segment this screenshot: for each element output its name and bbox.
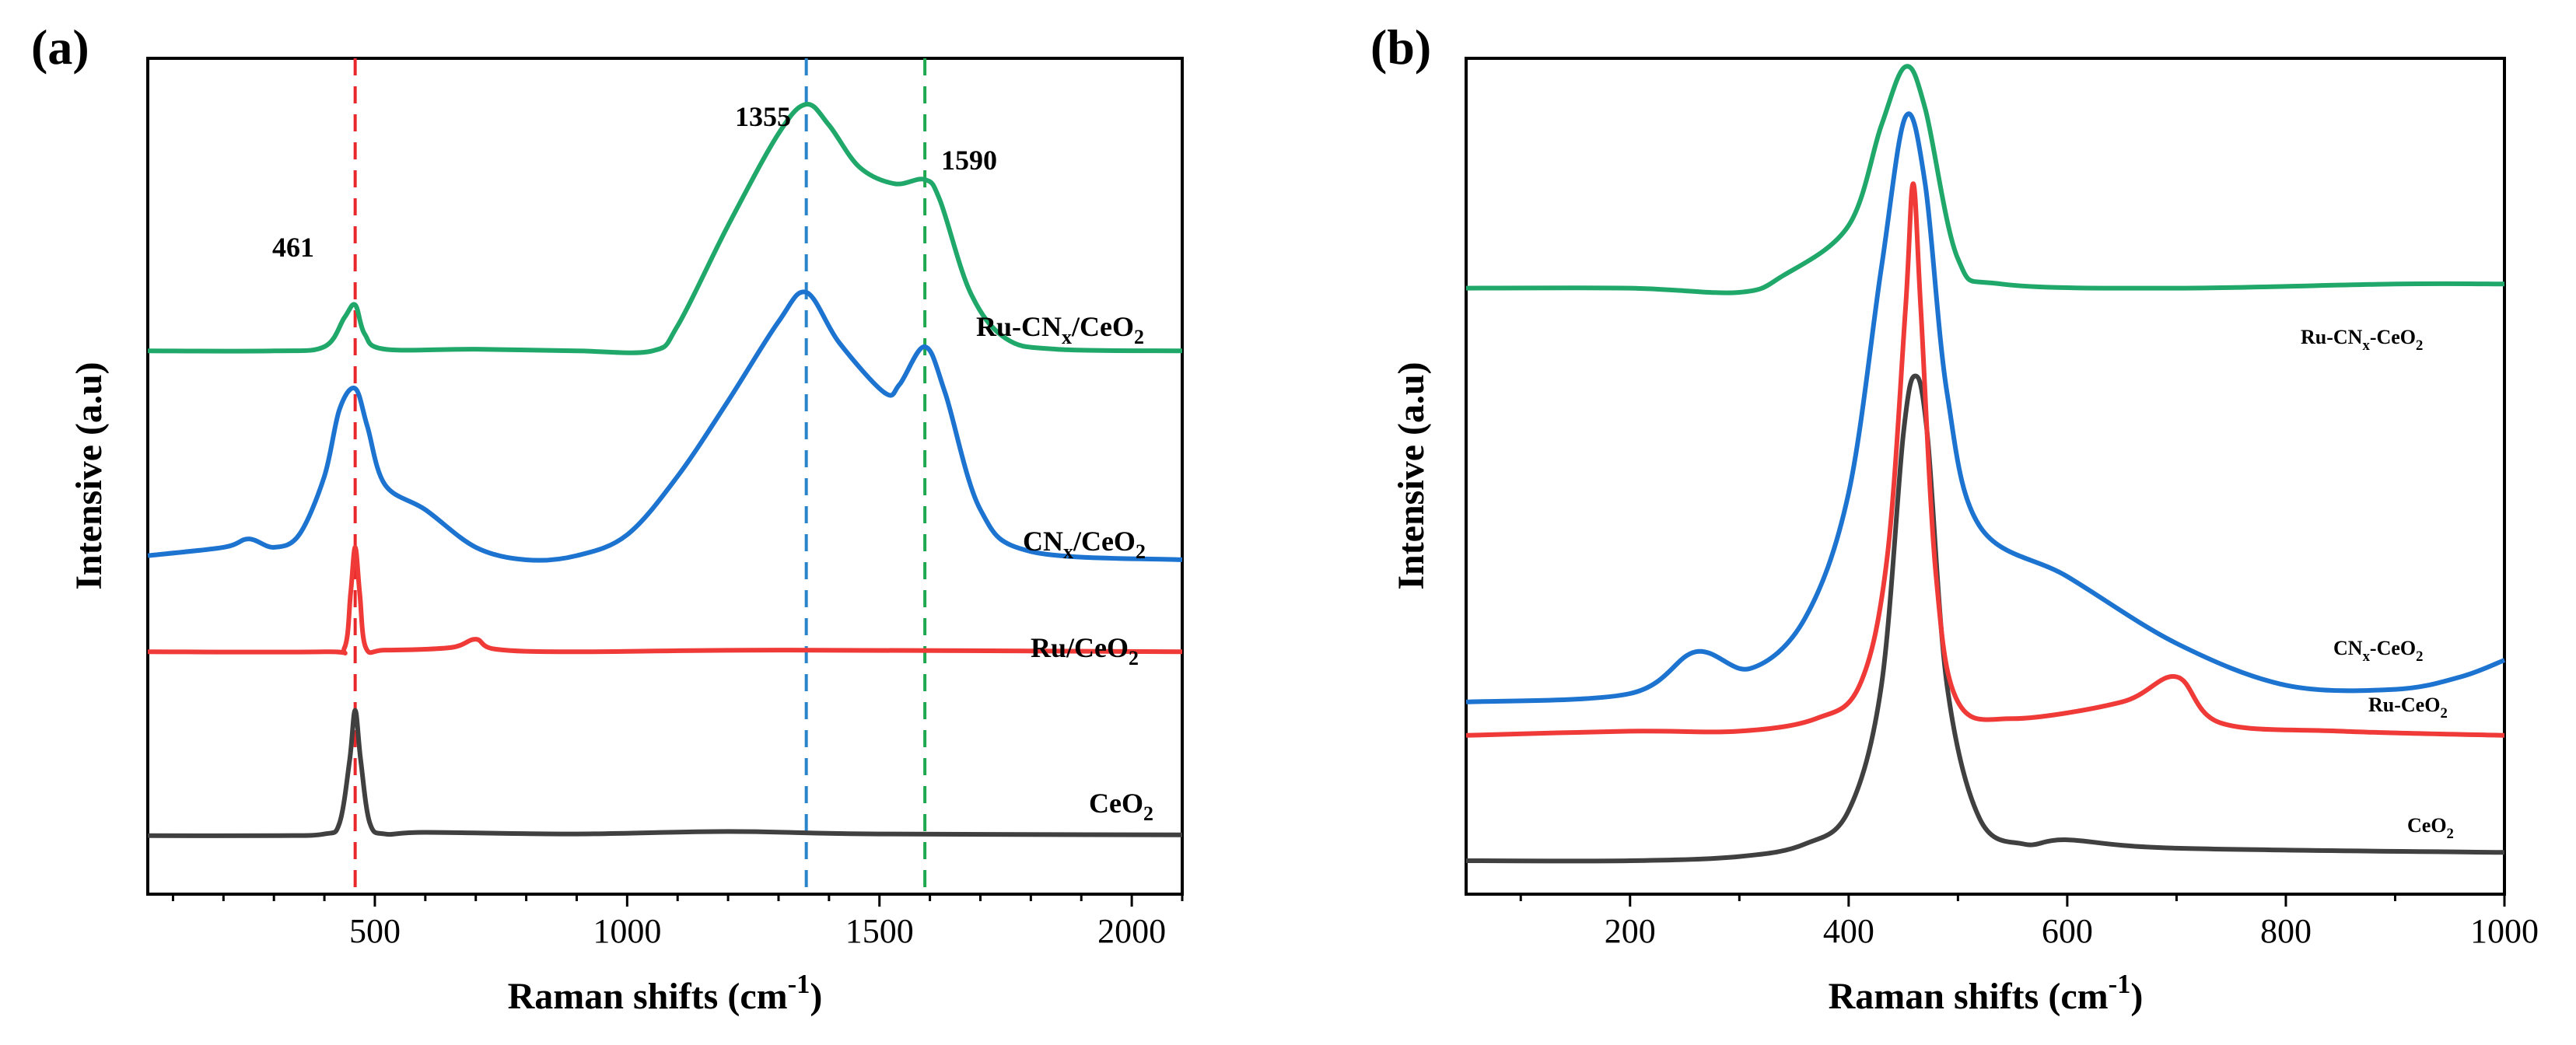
x-tick-label: 1000 — [2470, 912, 2539, 950]
panel-b-letter: (b) — [1370, 19, 1431, 75]
peak-label-461: 461 — [272, 232, 314, 263]
peak-label-1590: 1590 — [941, 145, 997, 176]
series-label-ceo2-b: CeO2 — [2407, 814, 2454, 842]
panel-a-series — [147, 102, 1183, 838]
panel-a-reference-lines — [353, 58, 927, 894]
series-line-a-ceo2 — [147, 708, 1183, 838]
series-line-b-ru-cnx-ceo2 — [1465, 64, 2505, 295]
x-tick-label: 200 — [1605, 912, 1656, 950]
x-tick-label: 500 — [349, 912, 401, 950]
panel-b-plot-frame — [1465, 57, 2506, 896]
x-tick-label: 600 — [2042, 912, 2093, 950]
panel-b-y-axis-title: Intensive (a.u) — [1391, 362, 1432, 589]
series-label-ru-ceo2-b: Ru-CeO2 — [2368, 694, 2448, 722]
panel-b-x-axis-title: Raman shifts (cm-1) — [1829, 970, 2144, 1017]
panel-a-letter: (a) — [31, 19, 89, 75]
series-label-ceo2: CeO2 — [1089, 788, 1153, 825]
x-tick-label: 1000 — [593, 912, 661, 950]
series-line-a-ru-ceo2 — [147, 544, 1183, 655]
panel-a-x-axis-title: Raman shifts (cm-1) — [508, 970, 823, 1017]
series-line-a-ru-cnx-ceo2 — [147, 102, 1183, 355]
panel-a-x-ticks: 500 1000 1500 2000 — [171, 894, 1184, 950]
series-label-ru-cnx-ceo2: Ru-CNx/CeO2 — [976, 311, 1144, 348]
series-label-ru-cnx-ceo2-b: Ru-CNx-CeO2 — [2301, 326, 2423, 354]
panel-b-series — [1465, 64, 2506, 864]
series-label-cnx-ceo2: CNx/CeO2 — [1023, 526, 1146, 563]
panel-b-x-ticks: 200 400 600 800 1000 — [1519, 894, 2539, 950]
series-line-a-cnx-ceo2 — [147, 289, 1183, 563]
series-line-b-ru-ceo2 — [1465, 181, 2505, 738]
panel-b: (b) 200 400 600 800 1000 Intensive (a.u) Ram… — [1370, 19, 2539, 1017]
x-tick-label: 2000 — [1097, 912, 1166, 950]
peak-label-1355: 1355 — [735, 101, 791, 132]
panel-a-y-axis-title: Intensive (a.u) — [68, 362, 110, 589]
panel-a: (a) 500 1000 1500 2000 Intensive (a.u) Rama… — [31, 19, 1184, 1017]
panel-a-plot-frame — [146, 57, 1184, 896]
series-label-cnx-ceo2-b: CNx-CeO2 — [2333, 637, 2423, 665]
series-line-b-ceo2 — [1465, 373, 2505, 864]
x-tick-label: 800 — [2260, 912, 2312, 950]
x-tick-label: 400 — [1823, 912, 1874, 950]
series-label-ru-ceo2: Ru/CeO2 — [1031, 632, 1139, 669]
series-line-b-cnx-ceo2 — [1465, 111, 2506, 704]
x-tick-label: 1500 — [845, 912, 914, 950]
